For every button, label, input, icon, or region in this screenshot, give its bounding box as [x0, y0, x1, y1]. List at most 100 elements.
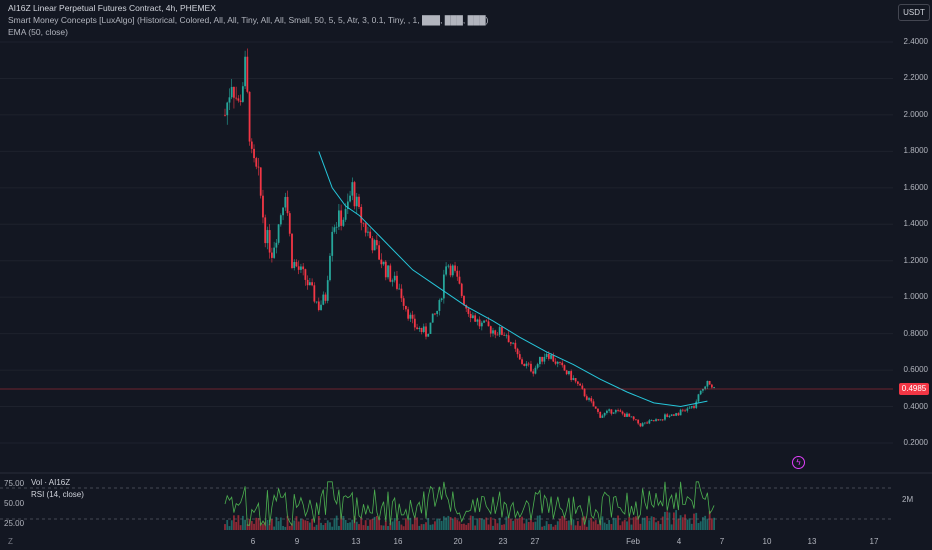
volume-bar [507, 517, 510, 530]
volume-label[interactable]: Vol · AI16Z [31, 478, 71, 487]
candle-body [400, 288, 403, 299]
candle-body [389, 265, 392, 282]
candle-body [262, 195, 264, 218]
candle-body [498, 327, 501, 335]
volume-bar [449, 517, 452, 530]
volume-bar [572, 519, 575, 530]
volume-bar [447, 515, 450, 530]
candle-body [503, 334, 506, 336]
indicator-smc-label[interactable]: Smart Money Concepts [LuxAlgo] (Historic… [8, 15, 489, 25]
lightning-icon[interactable]: ϟ [792, 456, 805, 469]
candle-body [713, 387, 715, 388]
candle-body [434, 313, 436, 315]
volume-bar [684, 514, 686, 530]
volume-bar [608, 520, 611, 530]
price-axis-label: 0.4000 [903, 401, 928, 411]
volume-bar [329, 522, 331, 530]
volume-bar [539, 515, 541, 530]
volume-bar [250, 521, 253, 530]
candle-body [369, 231, 372, 239]
currency-button[interactable]: USDT [898, 4, 930, 21]
candle-body [679, 409, 682, 416]
price-axis-label: 2.2000 [903, 73, 928, 83]
volume-bar [239, 525, 242, 530]
candle-body [373, 240, 376, 251]
volume-bar [262, 523, 264, 530]
candle-body [690, 406, 693, 408]
candle-body [536, 364, 539, 368]
volume-bar [518, 517, 521, 530]
volume-bar [293, 520, 296, 530]
candle-body [541, 356, 544, 362]
volume-bar [695, 512, 698, 530]
rsi-level-75: 75.00 [4, 479, 25, 488]
candle-body [684, 410, 686, 412]
candle-body [237, 98, 240, 101]
rsi-label[interactable]: RSI (14, close) [31, 490, 84, 499]
candle-body [264, 217, 267, 244]
chart-title: AI16Z Linear Perpetual Futures Contract,… [8, 3, 216, 13]
volume-bar [626, 521, 628, 530]
candle-body [440, 298, 443, 301]
candle-body [371, 238, 374, 251]
candle-body [425, 326, 427, 337]
candle-body [360, 206, 363, 223]
price-axis-label: 0.2000 [903, 438, 928, 447]
volume-bar [585, 526, 588, 530]
volume-scale-label: 2M [902, 495, 914, 504]
candle-body [568, 371, 570, 375]
candle-body [681, 409, 684, 411]
candle-body [255, 158, 258, 167]
candle-body [563, 365, 566, 371]
candle-body [375, 240, 378, 246]
candle-body [297, 266, 300, 270]
timezone-icon[interactable]: Z [8, 537, 13, 546]
candle-body [556, 361, 559, 364]
candle-body [675, 413, 678, 416]
volume-bar [451, 518, 454, 530]
volume-bar [398, 521, 401, 530]
volume-bar [420, 524, 423, 530]
candle-body [523, 363, 526, 366]
candle-body [525, 363, 528, 366]
candle-body [322, 294, 325, 305]
volume-bars [224, 510, 715, 530]
candle-body [659, 419, 662, 421]
candle-body [436, 310, 439, 314]
date-axis-label: 23 [498, 537, 508, 546]
candle-body [693, 406, 695, 408]
candle-body [304, 269, 307, 280]
candle-body [574, 378, 577, 382]
candle-body [539, 356, 541, 365]
volume-bar [639, 523, 642, 530]
candle-body [702, 388, 704, 391]
rsi-level-25: 25.00 [4, 519, 25, 528]
candle-body [626, 413, 628, 417]
volume-bar [559, 518, 561, 530]
candle-body [514, 342, 517, 349]
volume-bar [300, 518, 302, 530]
candle-body [226, 102, 229, 116]
candle-body [530, 363, 532, 372]
date-axis-label: 17 [869, 537, 879, 546]
candle-body [572, 378, 575, 380]
grid [0, 41, 893, 444]
volume-bar [659, 524, 662, 530]
candle-body [431, 313, 434, 323]
date-axis-label: 13 [807, 537, 817, 546]
volume-bar [333, 518, 336, 530]
price-axis-label: 1.2000 [903, 255, 928, 265]
volume-bar [688, 518, 691, 530]
indicator-ema-label[interactable]: EMA (50, close) [8, 27, 68, 37]
candle-body [295, 262, 298, 267]
volume-bar [621, 521, 624, 530]
candle-body [594, 406, 597, 409]
candle-body [623, 413, 626, 417]
candle-body [603, 412, 606, 416]
candle-body [427, 333, 430, 337]
volume-bar [302, 519, 305, 530]
candle-body [451, 265, 454, 276]
candle-body [458, 276, 461, 284]
volume-bar [284, 526, 287, 530]
